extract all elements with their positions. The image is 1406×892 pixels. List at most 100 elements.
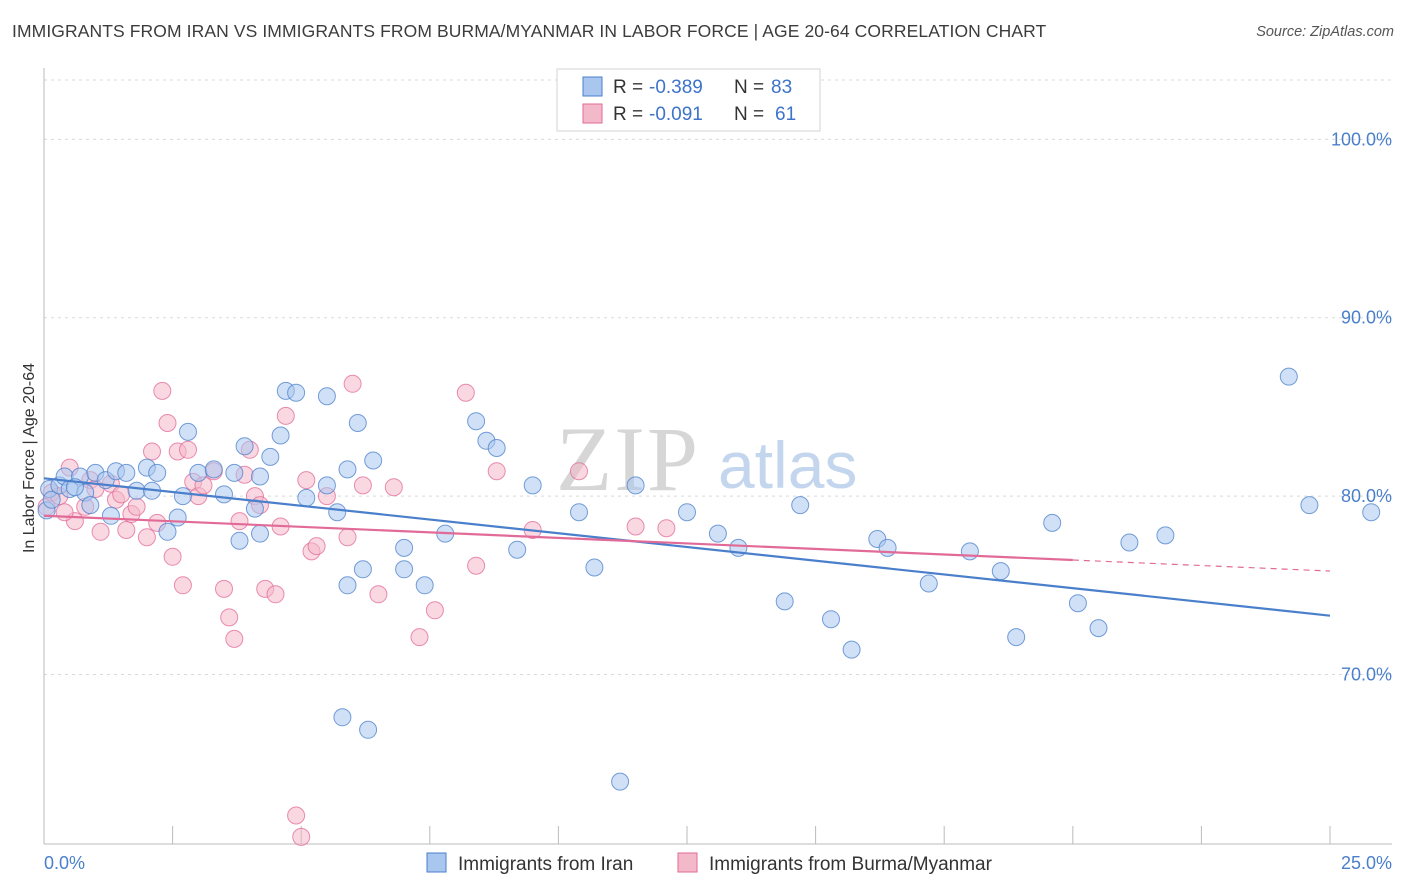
legend-r-label-burma: R = (613, 104, 643, 125)
y-axis-label: In Labor Force | Age 20-64 (21, 363, 38, 553)
trend-line-iran (43, 477, 1331, 617)
y-tick-label-0: 100.0% (1331, 129, 1392, 149)
watermark-zip: ZIP (556, 408, 700, 510)
y-tick-label-2: 80.0% (1341, 486, 1392, 506)
point-iran-12 (117, 463, 136, 482)
point-iran-20 (189, 463, 208, 482)
legend-r-value-burma: -0.091 (649, 104, 703, 125)
point-burma-19 (163, 547, 182, 566)
legend-r-value-iran: -0.389 (649, 77, 703, 98)
bottom-legend-swatch-burma (677, 852, 698, 873)
legend-n-label-burma: N = (734, 104, 764, 125)
point-iran-51 (708, 524, 727, 543)
point-burma-21 (173, 576, 192, 595)
legend-swatch-burma (582, 103, 603, 124)
point-iran-15 (148, 463, 167, 482)
point-burma-29 (225, 629, 244, 648)
point-burma-11 (117, 521, 136, 539)
point-burma-38 (276, 406, 295, 425)
point-burma-58 (657, 519, 676, 538)
point-burma-46 (343, 374, 362, 393)
point-iran-56 (842, 640, 861, 659)
point-iran-79 (611, 772, 630, 791)
bottom-legend-swatch-iran (426, 852, 447, 873)
point-burma-47 (353, 476, 372, 495)
trend-lines (43, 477, 1331, 617)
point-burma-51 (425, 601, 444, 620)
point-burma-7 (91, 522, 110, 541)
point-burma-52 (456, 383, 475, 402)
series-legend: Immigrants from Iran Immigrants from Bur… (426, 852, 993, 875)
point-burma-45 (338, 528, 357, 547)
x-ticks (43, 826, 1331, 844)
point-iran-63 (1043, 513, 1062, 532)
point-iran-18 (173, 487, 192, 506)
point-burma-59 (55, 503, 74, 522)
point-iran-54 (791, 496, 810, 515)
point-iran-73 (251, 524, 269, 543)
point-iran-25 (245, 499, 264, 518)
point-iran-64 (1068, 594, 1087, 613)
point-iran-50 (678, 503, 696, 522)
point-burma-57 (626, 517, 645, 536)
source-label: Source: ZipAtlas.com (1256, 24, 1394, 40)
x-tick-label-min: 0.0% (44, 853, 85, 873)
point-iran-59 (919, 574, 938, 593)
point-burma-50 (410, 628, 429, 647)
point-iran-42 (467, 412, 486, 431)
point-iran-39 (395, 560, 414, 579)
point-burma-30 (230, 512, 249, 531)
point-iran-66 (1120, 533, 1139, 552)
point-iran-69 (1300, 496, 1319, 515)
point-iran-70 (1362, 503, 1381, 522)
point-burma-36 (266, 585, 285, 604)
point-iran-68 (1279, 367, 1298, 386)
point-burma-15 (143, 442, 161, 461)
point-iran-65 (1089, 619, 1108, 638)
point-iran-67 (1156, 526, 1175, 545)
stats-legend: R = -0.389 N = 83 R = -0.091 N = 61 (556, 68, 821, 132)
point-iran-32 (317, 387, 336, 406)
point-iran-13 (127, 481, 146, 500)
point-burma-41 (297, 471, 316, 490)
point-burma-18 (158, 414, 177, 432)
point-burma-43 (307, 537, 326, 556)
chart-title: IMMIGRANTS FROM IRAN VS IMMIGRANTS FROM … (12, 21, 1047, 41)
point-iran-35 (338, 460, 357, 479)
point-iran-81 (101, 506, 120, 525)
legend-n-label-iran: N = (734, 77, 764, 98)
y-tick-label-3: 70.0% (1341, 665, 1392, 685)
point-iran-33 (317, 476, 336, 495)
point-iran-74 (230, 531, 249, 550)
point-burma-56 (570, 462, 588, 481)
point-iran-48 (585, 558, 604, 577)
point-iran-34 (328, 503, 347, 522)
point-iran-16 (158, 522, 177, 541)
point-burma-14 (137, 528, 156, 547)
point-iran-40 (415, 576, 434, 595)
point-iran-46 (523, 476, 542, 495)
point-iran-36 (348, 414, 367, 432)
point-burma-54 (487, 462, 506, 481)
legend-r-label-iran: R = (613, 77, 643, 98)
point-iran-45 (508, 540, 527, 559)
trend-line-burma (43, 514, 1073, 562)
point-burma-53 (467, 556, 486, 575)
point-iran-31 (297, 488, 316, 507)
trend-line-burma-extension (1072, 559, 1331, 572)
point-iran-61 (991, 562, 1010, 581)
point-burma-13 (127, 497, 146, 516)
point-burma-27 (215, 579, 233, 598)
watermark-atlas: atlas (718, 428, 857, 502)
legend-n-value-iran: 83 (771, 77, 792, 98)
point-iran-19 (179, 422, 197, 441)
point-burma-10 (112, 485, 131, 504)
bottom-legend-label-burma: Immigrants from Burma/Myanmar (709, 854, 993, 875)
point-iran-21 (204, 460, 223, 479)
point-iran-38 (395, 538, 414, 557)
gridlines (44, 79, 1392, 676)
point-iran-8 (81, 496, 100, 515)
y-tick-label-1: 90.0% (1341, 308, 1392, 328)
point-iran-24 (235, 437, 254, 456)
point-burma-39 (287, 806, 306, 825)
